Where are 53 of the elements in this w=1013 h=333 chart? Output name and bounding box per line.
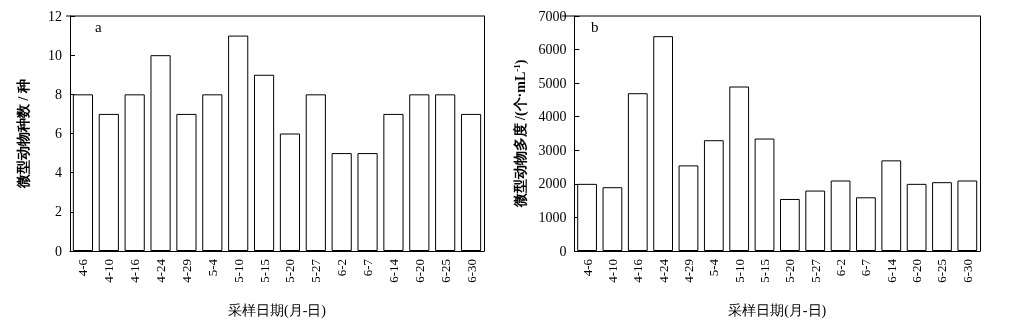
y-tick-label: 4	[55, 165, 62, 181]
y-axis-title: 微型动物种数 / 种	[15, 79, 31, 189]
x-tick-label: 4-29	[178, 259, 194, 283]
x-tick-label: 6-25	[437, 259, 453, 283]
x-axis-title: 采样日期(月-日)	[228, 302, 327, 319]
y-tick-label: 2000	[538, 176, 567, 192]
y-axis-title: 微型动物多度 /(个·mL-1)	[511, 59, 529, 209]
y-tick-label: 0	[55, 243, 62, 259]
x-tick-label: 6-30	[463, 259, 479, 283]
x-tick-label: 5-4	[204, 258, 220, 277]
x-tick-label: 6-14	[385, 258, 401, 283]
x-tick-label: 6-14	[883, 258, 899, 283]
x-tick-label: 4-16	[127, 258, 143, 283]
y-tick-label: 5000	[538, 75, 567, 91]
x-tick-label: 5-4	[706, 258, 722, 277]
y-tick-label: 12	[48, 8, 62, 24]
y-tick-label: 0	[559, 243, 567, 259]
x-tick-label: 6-30	[959, 259, 975, 283]
x-tick-label: 5-15	[256, 259, 272, 283]
y-tick-label: 6000	[538, 42, 567, 58]
x-tick-label: 5-10	[230, 259, 246, 283]
x-tick-label: 6-7	[360, 258, 376, 277]
x-tick-label: 6-20	[909, 259, 925, 283]
y-tick-label: 8	[55, 86, 62, 102]
x-tick-label: 6-2	[833, 259, 849, 277]
x-tick-label: 5-27	[308, 258, 324, 283]
x-tick-label: 4-10	[101, 259, 117, 283]
y-tick-label: 1000	[538, 209, 567, 225]
x-axis-title: 采样日期(月-日)	[728, 302, 827, 319]
x-tick-label: 4-6	[579, 258, 595, 277]
y-tick-label: 2	[55, 204, 62, 220]
x-tick-label: 4-24	[655, 258, 671, 283]
x-tick-label: 6-7	[858, 258, 874, 277]
y-tick-label: 10	[48, 47, 62, 63]
x-tick-label: 6-20	[411, 259, 427, 283]
x-tick-label: 6-2	[334, 259, 350, 277]
x-tick-label: 5-15	[757, 259, 773, 283]
x-tick-label: 5-20	[282, 259, 298, 283]
x-tick-label: 4-6	[75, 258, 91, 277]
chart-title: b	[591, 18, 599, 35]
x-tick-label: 5-10	[731, 259, 747, 283]
chart-title: a	[95, 18, 102, 35]
x-tick-label: 4-29	[680, 259, 696, 283]
y-tick-label: 7000	[538, 8, 567, 24]
x-tick-label: 4-24	[153, 258, 169, 283]
x-tick-label: 4-10	[604, 259, 620, 283]
x-tick-label: 5-20	[782, 259, 798, 283]
x-tick-label: 5-27	[807, 258, 823, 283]
x-tick-label: 6-25	[934, 259, 950, 283]
x-tick-label: 4-16	[630, 258, 646, 283]
y-tick-label: 6	[55, 126, 62, 141]
y-tick-label: 3000	[538, 142, 567, 158]
y-tick-label: 4000	[538, 109, 567, 125]
